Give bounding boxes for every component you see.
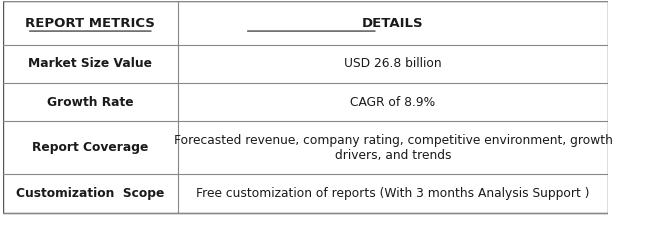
Text: USD 26.8 billion: USD 26.8 billion xyxy=(344,57,442,70)
Text: DETAILS: DETAILS xyxy=(362,16,424,30)
Text: Report Coverage: Report Coverage xyxy=(32,141,148,154)
Text: Customization  Scope: Customization Scope xyxy=(16,187,164,200)
Text: REPORT METRICS: REPORT METRICS xyxy=(25,16,155,30)
Bar xyxy=(3,2,608,213)
Text: Market Size Value: Market Size Value xyxy=(29,57,152,70)
Text: Free customization of reports (With 3 months Analysis Support ): Free customization of reports (With 3 mo… xyxy=(196,187,590,200)
Text: CAGR of 8.9%: CAGR of 8.9% xyxy=(350,96,436,109)
Text: Growth Rate: Growth Rate xyxy=(47,96,134,109)
Text: Forecasted revenue, company rating, competitive environment, growth
drivers, and: Forecasted revenue, company rating, comp… xyxy=(174,134,612,162)
